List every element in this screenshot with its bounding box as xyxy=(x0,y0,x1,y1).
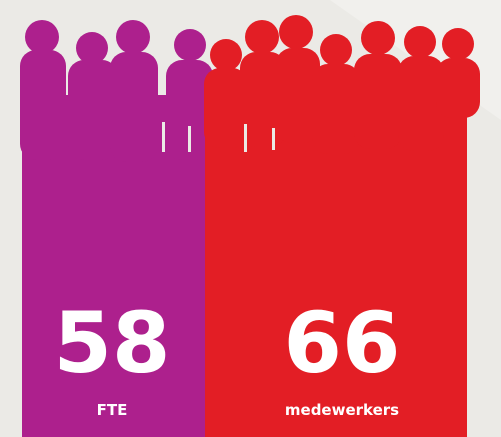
fte-value: 58 xyxy=(54,294,171,392)
employees-label: medewerkers xyxy=(285,401,399,419)
employees-value: 66 xyxy=(284,294,401,392)
fte-label: FTE xyxy=(97,401,128,419)
infographic: 58 FTE 66 medewerkers xyxy=(0,0,501,437)
